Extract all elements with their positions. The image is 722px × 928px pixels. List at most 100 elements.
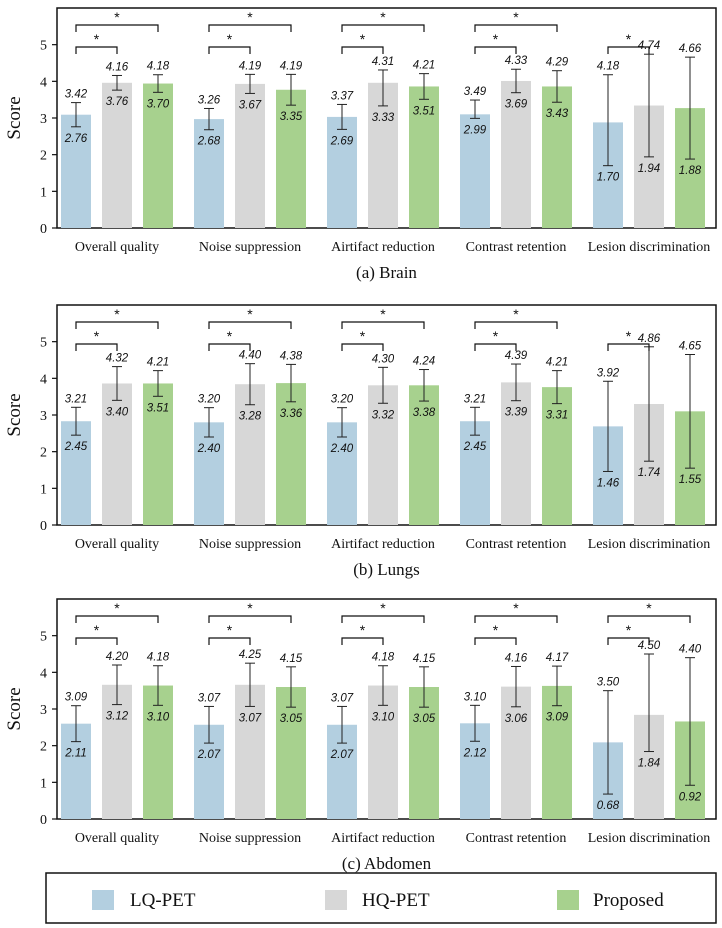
upper-value-label: 4.66: [679, 43, 702, 55]
significance-star: *: [626, 622, 632, 638]
significance-star: *: [360, 622, 366, 638]
significance-bracket: [474, 343, 517, 351]
legend-swatch-hq-pet: [325, 890, 347, 910]
significance-bracket: [75, 615, 159, 623]
significance-star: *: [646, 600, 652, 616]
bar-hq-pet: [368, 82, 398, 228]
significance-star: *: [360, 328, 366, 344]
legend-label-hq-pet: HQ-PET: [362, 890, 430, 911]
legend: LQ-PET HQ-PET Proposed: [45, 872, 717, 924]
upper-value-label: 4.74: [638, 40, 660, 52]
lower-value-label: 3.06: [505, 713, 528, 725]
significance-bracket: [75, 46, 118, 54]
upper-value-label: 3.21: [65, 393, 87, 405]
lower-value-label: 1.46: [597, 477, 620, 489]
significance-bracket: [341, 343, 384, 351]
lower-value-label: 2.12: [463, 747, 487, 759]
category-label: Lesion discrimination: [588, 537, 710, 552]
significance-bracket: [75, 321, 159, 329]
upper-value-label: 4.30: [372, 353, 395, 365]
upper-value-label: 4.25: [239, 649, 262, 661]
significance-star: *: [493, 31, 499, 47]
lower-value-label: 1.55: [679, 474, 702, 486]
lower-value-label: 3.51: [147, 402, 169, 414]
bar-lq-pet: [194, 422, 224, 525]
lower-value-label: 3.51: [413, 105, 435, 117]
upper-value-label: 3.50: [597, 677, 620, 689]
lower-value-label: 2.07: [197, 749, 221, 761]
bar-proposed: [276, 89, 306, 229]
category-label: Overall quality: [75, 537, 159, 552]
upper-value-label: 3.07: [331, 692, 354, 704]
upper-value-label: 3.20: [331, 394, 354, 406]
bar-proposed: [542, 685, 572, 819]
significance-bracket: [341, 615, 425, 623]
bar-proposed: [542, 86, 572, 228]
significance-bracket: [474, 615, 558, 623]
lower-value-label: 3.07: [239, 712, 262, 724]
significance-star: *: [493, 328, 499, 344]
upper-value-label: 3.10: [464, 691, 487, 703]
lower-value-label: 3.09: [546, 712, 569, 724]
significance-star: *: [247, 9, 253, 25]
bar-lq-pet: [61, 421, 91, 525]
upper-value-label: 3.26: [198, 94, 221, 106]
y-tick-label: 1: [40, 482, 47, 497]
upper-value-label: 4.15: [413, 653, 436, 665]
y-tick-label: 5: [40, 630, 47, 645]
significance-bracket: [474, 24, 558, 32]
significance-bracket: [607, 343, 650, 351]
upper-value-label: 4.32: [106, 353, 129, 365]
significance-star: *: [380, 306, 386, 322]
upper-value-label: 4.21: [147, 357, 169, 369]
lower-value-label: 3.40: [106, 406, 129, 418]
panel-a-brain: 0 1 2 3 4 5 Score 3.42 2.76 4.16 3.76 4.18 3.70 Overa…: [4, 7, 717, 282]
significance-bracket: [607, 637, 650, 645]
significance-star: *: [227, 622, 233, 638]
category-label: Lesion discrimination: [588, 831, 710, 846]
lower-value-label: 2.40: [197, 443, 221, 455]
upper-value-label: 3.20: [198, 394, 221, 406]
category-label: Noise suppression: [199, 831, 301, 846]
category-label: Airtifact reduction: [331, 831, 435, 846]
upper-value-label: 4.31: [372, 56, 394, 68]
lower-value-label: 2.99: [463, 124, 487, 136]
bar-proposed: [409, 385, 439, 525]
lower-value-label: 2.68: [197, 136, 221, 148]
lower-value-label: 1.70: [597, 172, 620, 184]
upper-value-label: 4.17: [546, 652, 569, 664]
significance-star: *: [247, 600, 253, 616]
significance-bracket: [208, 24, 292, 32]
lower-value-label: 1.74: [638, 467, 660, 479]
bar-hq-pet: [501, 382, 531, 525]
lower-value-label: 1.88: [679, 165, 702, 177]
lower-value-label: 3.76: [106, 96, 129, 108]
bar-proposed: [143, 685, 173, 819]
significance-bracket: [607, 615, 691, 623]
lower-value-label: 3.32: [372, 409, 395, 421]
y-tick-label: 4: [40, 75, 47, 90]
significance-bracket: [75, 343, 118, 351]
category-label: Overall quality: [75, 240, 159, 255]
bar-hq-pet: [368, 685, 398, 819]
bar-proposed: [409, 86, 439, 228]
lower-value-label: 2.07: [330, 749, 354, 761]
bar-lq-pet: [327, 422, 357, 525]
upper-value-label: 4.18: [147, 652, 170, 664]
upper-value-label: 3.92: [597, 367, 620, 379]
y-tick-label: 1: [40, 776, 47, 791]
category-label: Noise suppression: [199, 240, 301, 255]
y-tick-label: 0: [40, 813, 47, 828]
significance-star: *: [626, 31, 632, 47]
panel-caption: (a) Brain: [356, 263, 417, 282]
y-tick-label: 4: [40, 372, 47, 387]
y-tick-label: 3: [40, 409, 47, 424]
upper-value-label: 4.39: [505, 350, 528, 362]
significance-star: *: [114, 9, 120, 25]
category-label: Airtifact reduction: [331, 537, 435, 552]
category-label: Contrast retention: [466, 831, 567, 846]
significance-star: *: [626, 328, 632, 344]
lower-value-label: 3.39: [505, 407, 528, 419]
lower-value-label: 3.12: [106, 711, 129, 723]
chart-panels: 0 1 2 3 4 5 Score 3.42 2.76 4.16 3.76 4.18 3.70 Overa…: [4, 7, 717, 873]
